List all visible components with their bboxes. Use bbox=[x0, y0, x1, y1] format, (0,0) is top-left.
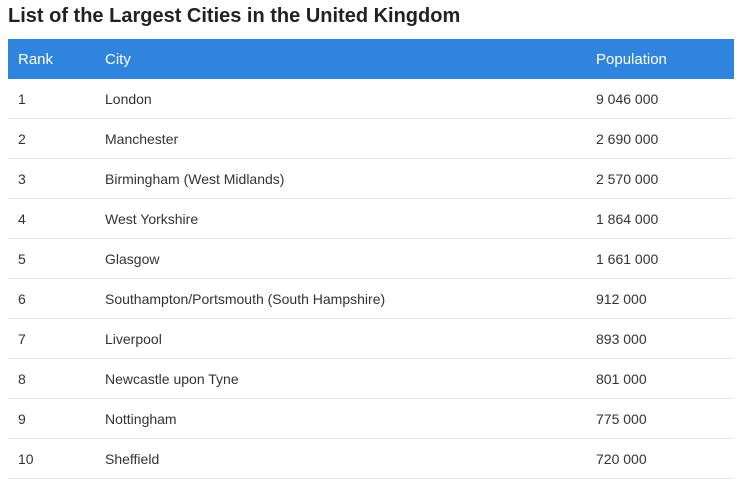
population-cell: 801 000 bbox=[596, 358, 734, 399]
table-row: 1 London 9 046 000 bbox=[8, 79, 734, 119]
city-cell: Nottingham bbox=[105, 398, 596, 439]
table-row: 6 Southampton/Portsmouth (South Hampshir… bbox=[8, 278, 734, 319]
rank-cell: 9 bbox=[8, 398, 105, 439]
population-cell: 1 661 000 bbox=[596, 238, 734, 279]
rank-cell: 6 bbox=[8, 278, 105, 319]
table-row: 2 Manchester 2 690 000 bbox=[8, 118, 734, 159]
city-cell: Newcastle upon Tyne bbox=[105, 358, 596, 399]
population-cell: 893 000 bbox=[596, 318, 734, 359]
table-header-row: Rank City Population bbox=[8, 39, 734, 79]
city-cell: Sheffield bbox=[105, 438, 596, 479]
table-body: 1 London 9 046 000 2 Manchester 2 690 00… bbox=[8, 79, 734, 479]
population-cell: 912 000 bbox=[596, 278, 734, 319]
table-row: 9 Nottingham 775 000 bbox=[8, 398, 734, 439]
rank-cell: 8 bbox=[8, 358, 105, 399]
rank-cell: 10 bbox=[8, 438, 105, 479]
rank-cell: 2 bbox=[8, 118, 105, 159]
rank-cell: 1 bbox=[8, 79, 105, 119]
table-row: 8 Newcastle upon Tyne 801 000 bbox=[8, 358, 734, 399]
population-cell: 9 046 000 bbox=[596, 79, 734, 119]
city-cell: Glasgow bbox=[105, 238, 596, 279]
city-cell: Manchester bbox=[105, 118, 596, 159]
cities-table-container: Rank City Population 1 London 9 046 000 … bbox=[8, 39, 734, 479]
table-row: 7 Liverpool 893 000 bbox=[8, 318, 734, 359]
population-cell: 2 570 000 bbox=[596, 158, 734, 199]
city-cell: London bbox=[105, 79, 596, 119]
city-cell: West Yorkshire bbox=[105, 198, 596, 239]
city-cell: Southampton/Portsmouth (South Hampshire) bbox=[105, 278, 596, 319]
rank-cell: 4 bbox=[8, 198, 105, 239]
rank-cell: 7 bbox=[8, 318, 105, 359]
column-header-population: Population bbox=[596, 50, 667, 68]
population-cell: 1 864 000 bbox=[596, 198, 734, 239]
rank-cell: 5 bbox=[8, 238, 105, 279]
population-cell: 775 000 bbox=[596, 398, 734, 439]
table-row: 3 Birmingham (West Midlands) 2 570 000 bbox=[8, 158, 734, 199]
city-cell: Birmingham (West Midlands) bbox=[105, 158, 596, 199]
table-row: 4 West Yorkshire 1 864 000 bbox=[8, 198, 734, 239]
column-header-rank: Rank bbox=[18, 50, 54, 68]
table-header: Rank City Population bbox=[8, 39, 734, 79]
page-title: List of the Largest Cities in the United… bbox=[8, 5, 461, 27]
cities-table: Rank City Population 1 London 9 046 000 … bbox=[8, 39, 734, 479]
population-cell: 720 000 bbox=[596, 438, 734, 479]
table-row: 5 Glasgow 1 661 000 bbox=[8, 238, 734, 279]
rank-cell: 3 bbox=[8, 158, 105, 199]
column-header-city: City bbox=[105, 50, 131, 68]
population-cell: 2 690 000 bbox=[596, 118, 734, 159]
table-row: 10 Sheffield 720 000 bbox=[8, 438, 734, 479]
city-cell: Liverpool bbox=[105, 318, 596, 359]
